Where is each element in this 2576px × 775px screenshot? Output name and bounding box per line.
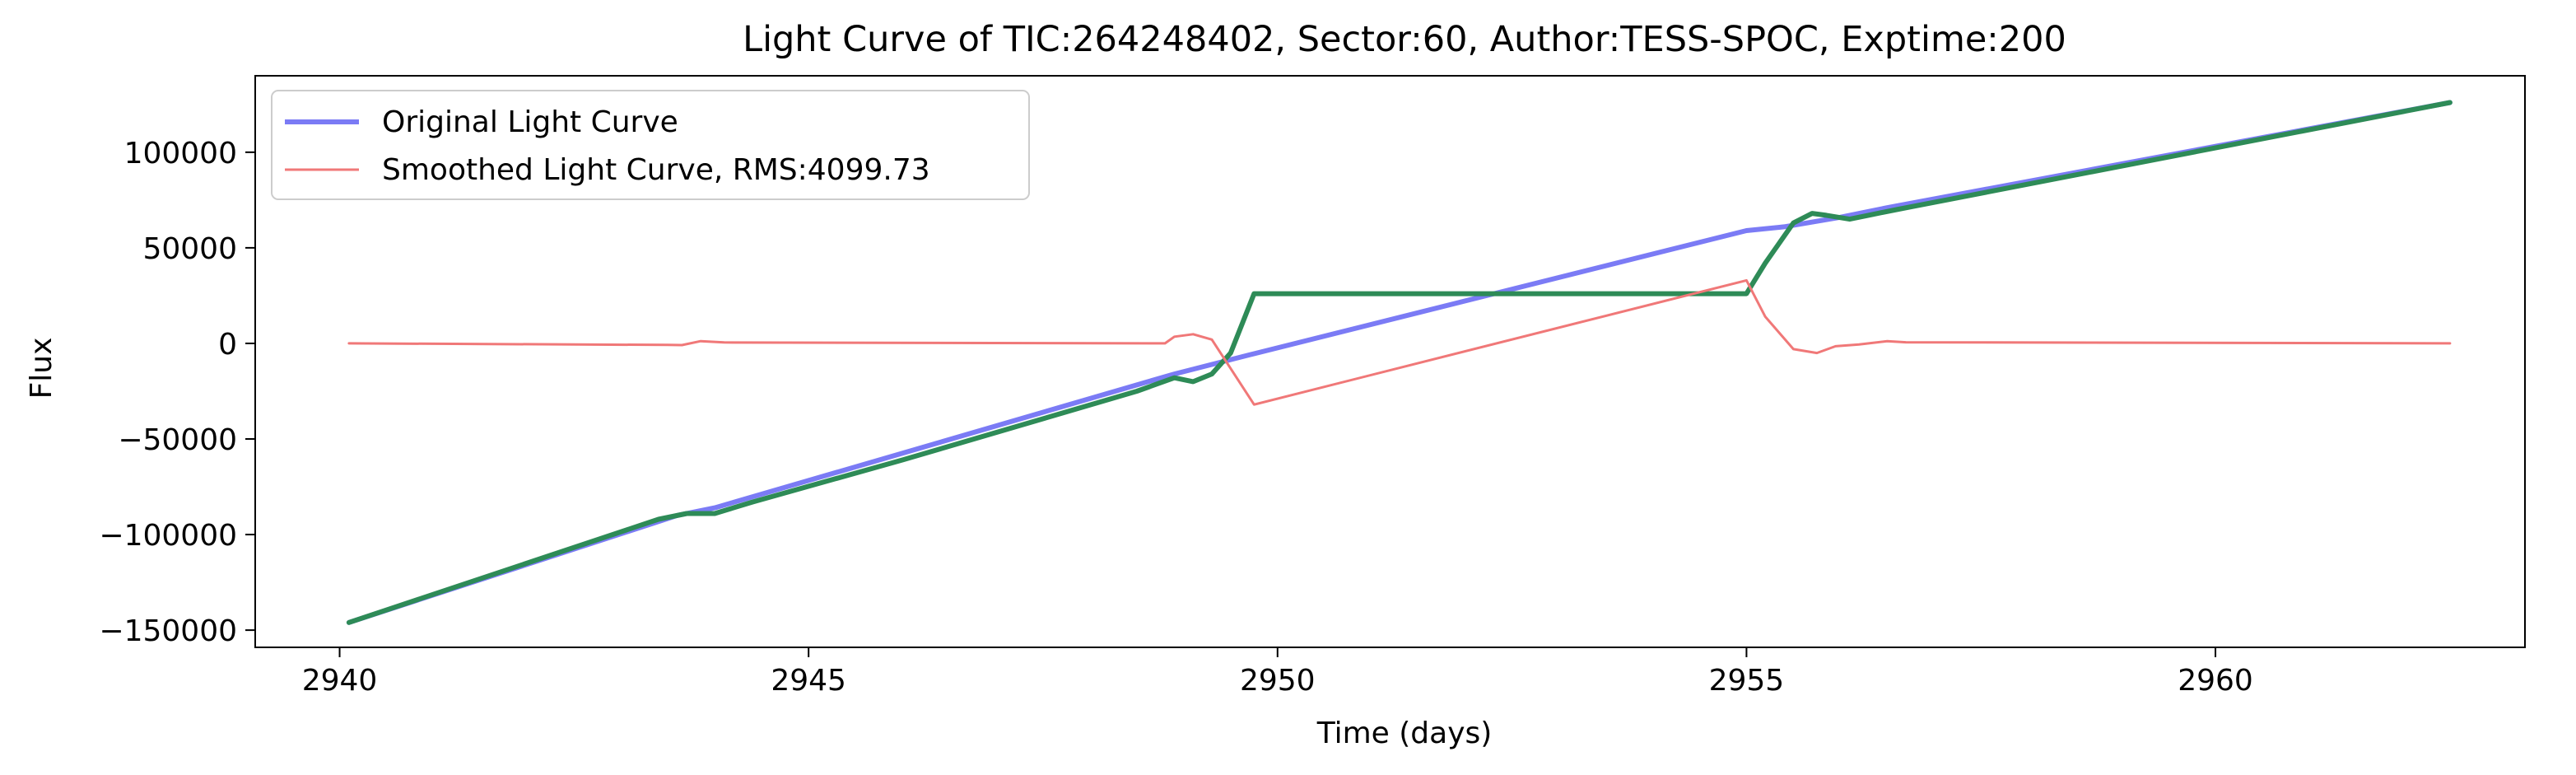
series-layer: [346, 100, 2453, 625]
series-line-smoothed: [347, 278, 2452, 406]
x-tick-label: 2940: [302, 664, 378, 698]
y-axis: −150000 −100000 −50000 0 50000 100000: [99, 137, 255, 648]
y-tick-label: 50000: [142, 232, 237, 266]
x-tick-label: 2955: [1709, 664, 1785, 698]
legend: Original Light Curve Smoothed Light Curv…: [271, 90, 1030, 200]
x-tick-label: 2950: [1240, 664, 1316, 698]
y-tick-label: −150000: [99, 614, 237, 648]
plot-frame: [254, 75, 2526, 648]
series-line-original: [346, 100, 2453, 625]
y-tick-label: −50000: [118, 423, 237, 457]
chart-title: Light Curve of TIC:264248402, Sector:60,…: [743, 19, 2066, 60]
x-axis: 2940 2945 2950 2955 2960: [302, 647, 2253, 698]
x-axis-label: Time (days): [1316, 717, 1493, 750]
legend-label-smoothed: Smoothed Light Curve, RMS:4099.73: [382, 153, 930, 187]
legend-label-original: Original Light Curve: [382, 105, 678, 139]
legend-box: [271, 90, 1030, 200]
y-tick-label: 100000: [124, 137, 237, 170]
x-tick-label: 2960: [2178, 664, 2253, 698]
y-axis-label: Flux: [25, 338, 58, 399]
y-tick-label: −100000: [99, 519, 237, 553]
x-tick-label: 2945: [771, 664, 846, 698]
y-tick-label: 0: [218, 328, 237, 362]
series-line-green: [346, 100, 2453, 625]
